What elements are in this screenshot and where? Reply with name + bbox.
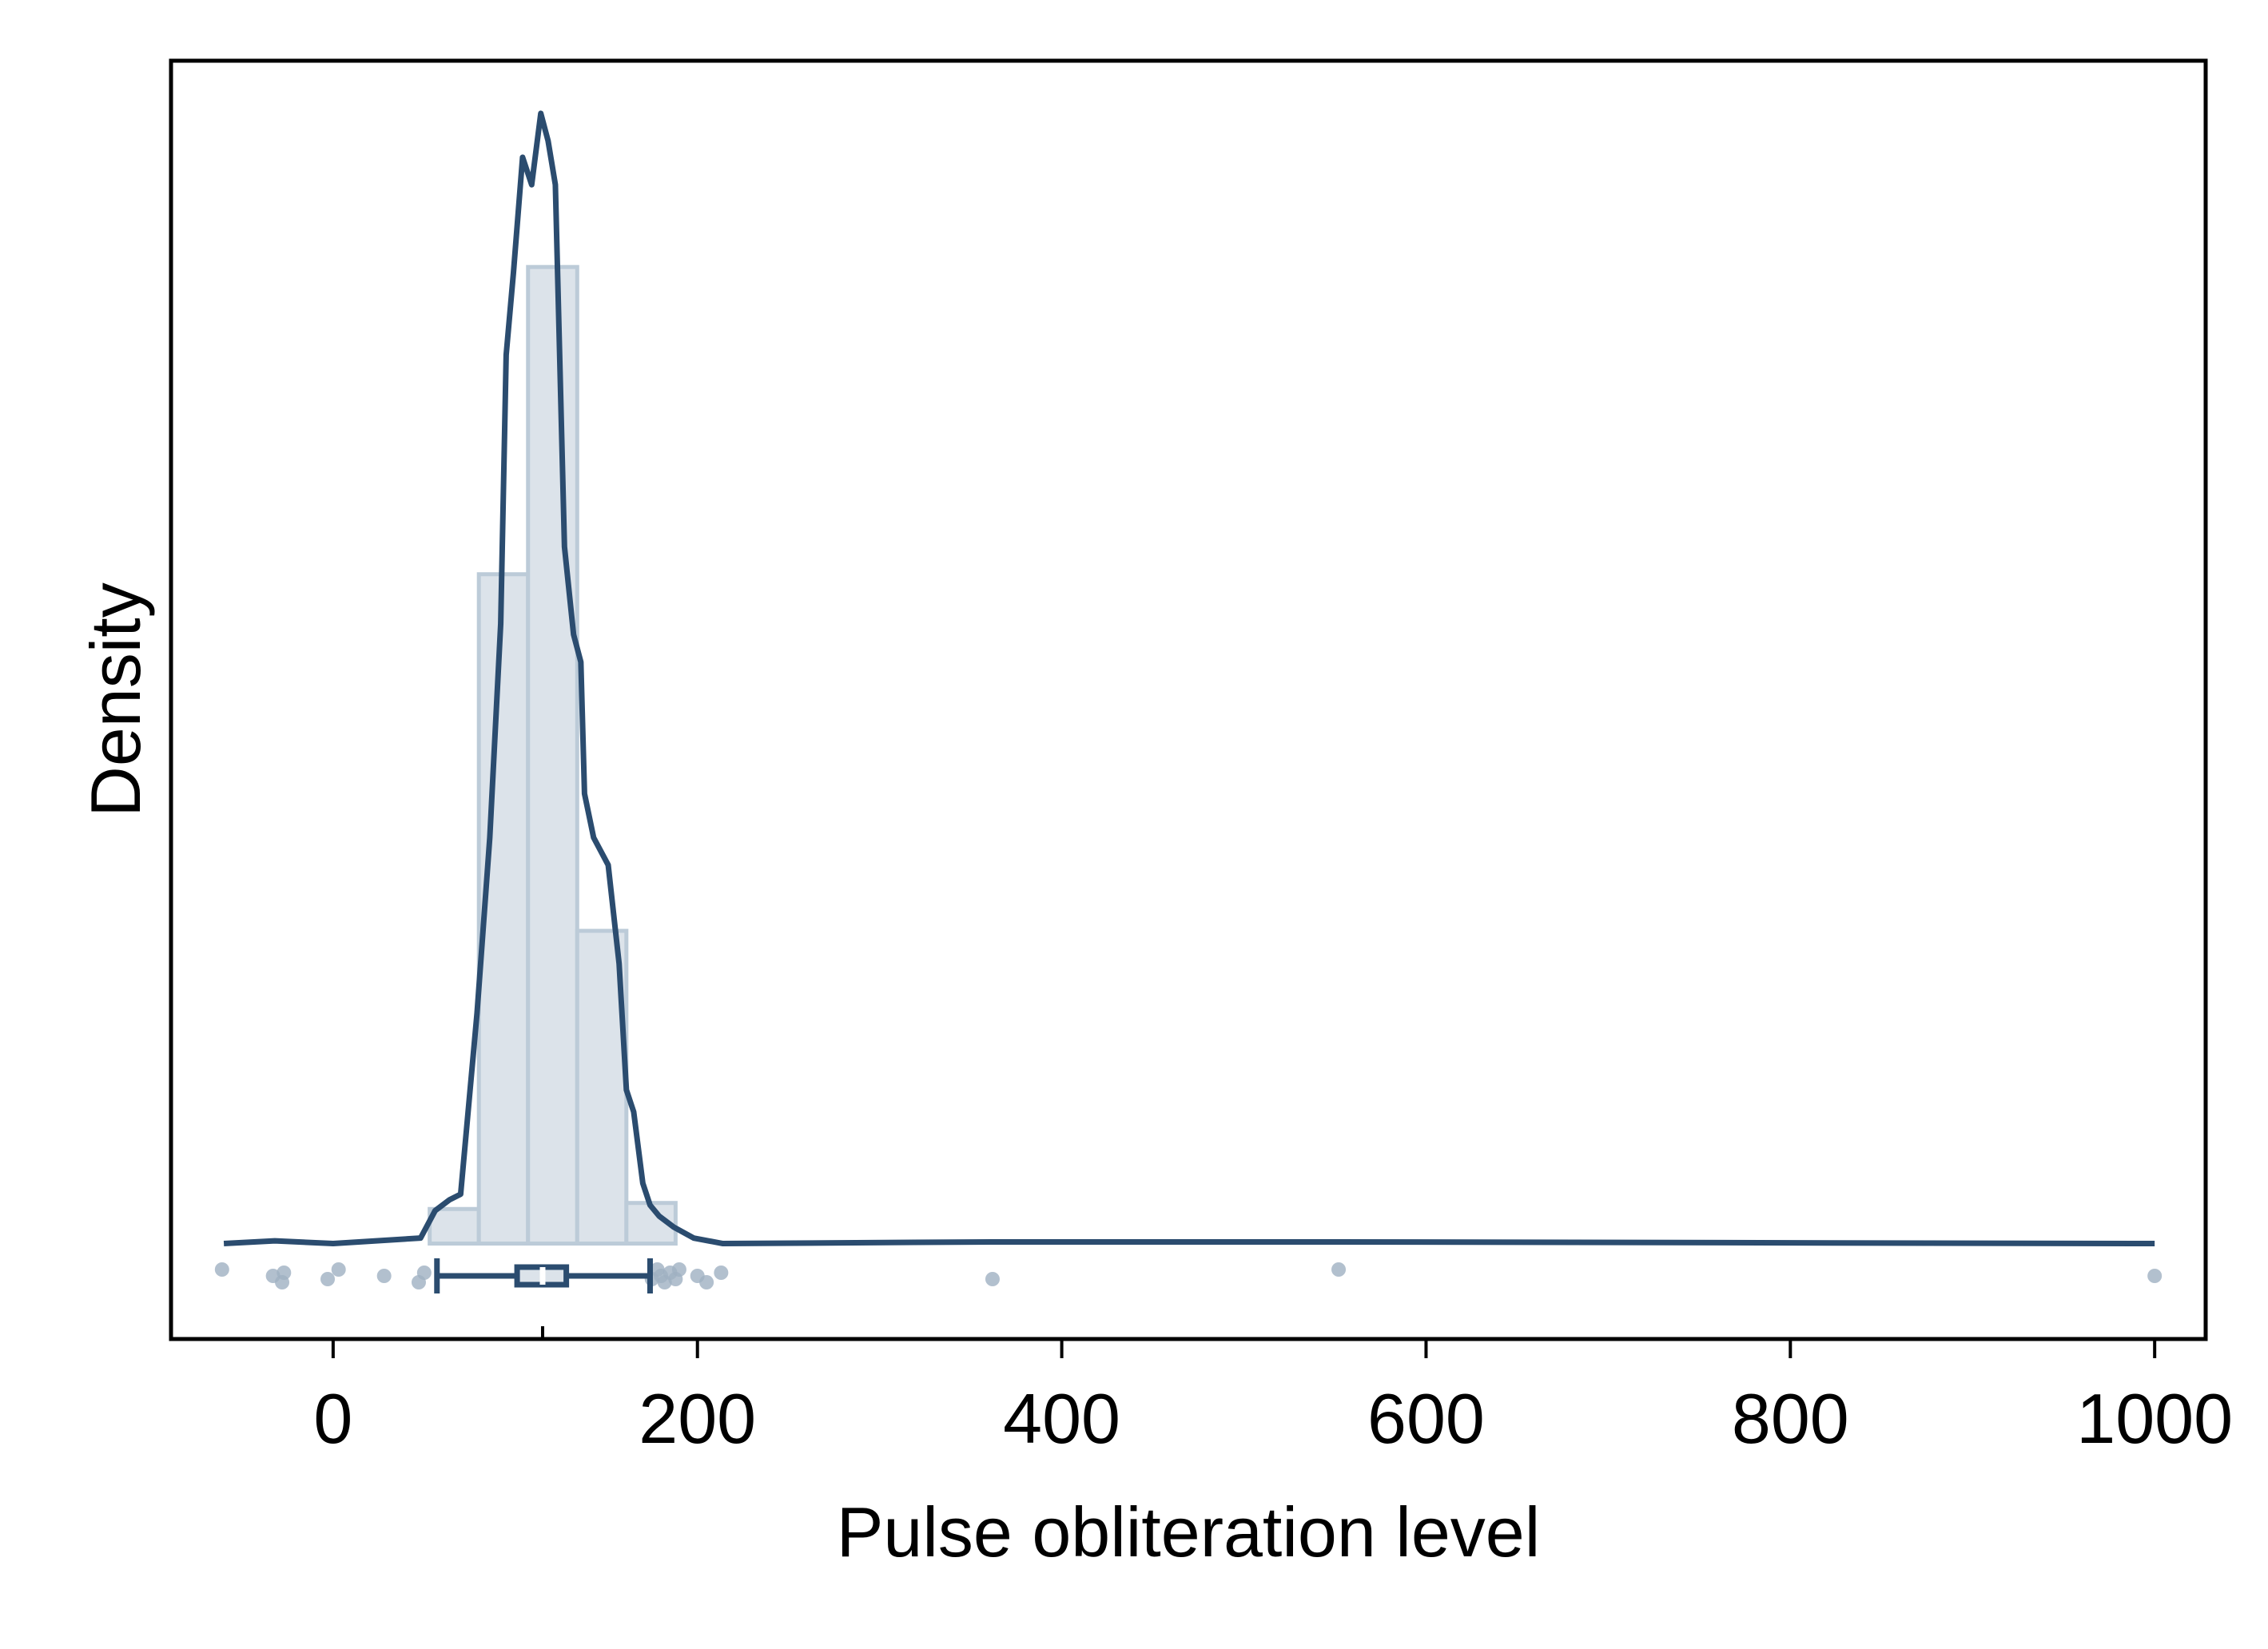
strip-point — [1331, 1262, 1347, 1277]
strip-point — [376, 1269, 392, 1283]
strip-point — [714, 1266, 729, 1280]
x-tick-label: 200 — [639, 1379, 756, 1458]
strip-point — [671, 1262, 686, 1277]
x-tick-label: 0 — [313, 1379, 352, 1458]
y-axis-title: Density — [76, 582, 155, 817]
x-tick-label: 1000 — [2076, 1379, 2233, 1458]
x-axis-title: Pulse obliteration level — [837, 1492, 1541, 1572]
strip-point — [277, 1266, 292, 1280]
x-tick-label: 800 — [1732, 1379, 1849, 1458]
x-tick-label: 400 — [1003, 1379, 1120, 1458]
strip-point — [416, 1266, 432, 1280]
bar — [526, 264, 579, 1246]
strip-point — [331, 1262, 346, 1277]
bar — [428, 1206, 481, 1246]
plot-frame — [169, 58, 2208, 1341]
density-curve — [223, 110, 2155, 1247]
strip-point — [320, 1272, 336, 1286]
strip-point — [214, 1262, 229, 1277]
strip-point — [699, 1275, 714, 1289]
x-tick-label: 600 — [1367, 1379, 1485, 1458]
strip-point — [985, 1272, 1000, 1286]
strip-point — [2147, 1269, 2163, 1283]
